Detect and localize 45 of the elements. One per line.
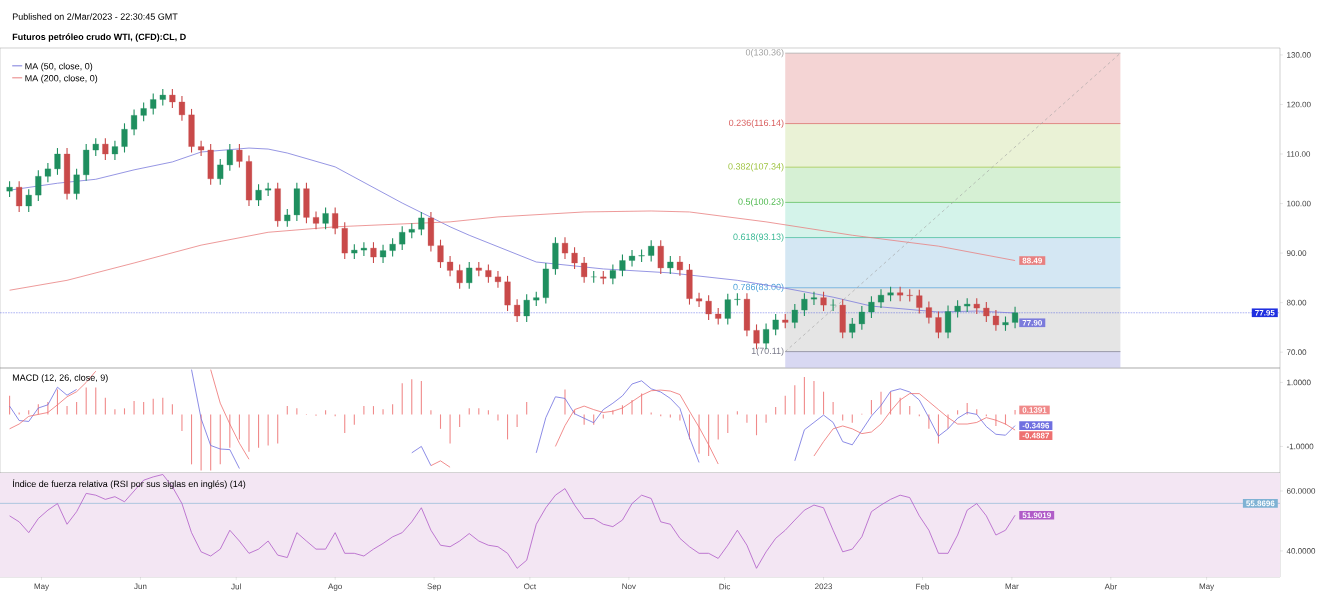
x-tick-label: Sep	[427, 583, 441, 591]
x-tick-label: Nov	[622, 583, 636, 590]
ref-line-label: 77.95	[1255, 309, 1275, 316]
x-tick-label: Dic	[719, 583, 731, 590]
ref-line-label: 0.382(107.34)	[728, 162, 784, 172]
ref-line-label: 0.618(93.13)	[733, 233, 784, 242]
annotation: -0.4887	[1022, 432, 1050, 439]
ref-line-label: 1(70.11)	[751, 347, 784, 356]
text: Published on 2/Mar/2023 - 22:30:45 GMT	[12, 13, 178, 20]
legend-label: MA (50, close, 0)	[25, 62, 93, 72]
y-tick-label: 100.00	[1287, 200, 1311, 207]
x-tick-label: Ago	[328, 583, 342, 591]
legend-label: MA (200, close, 0)	[25, 74, 98, 84]
x-tick-label: 2023	[815, 583, 833, 590]
y-tick-label: 80.00	[1286, 299, 1307, 306]
x-tick-label: Jun	[134, 583, 147, 590]
y-tick-label: 1.0000	[1287, 379, 1311, 386]
y-tick-label: 40.0000	[1286, 548, 1316, 554]
y-tick-label: 120.00	[1287, 101, 1311, 108]
y-tick-label: 110.00	[1287, 151, 1311, 157]
ref-line-label: 0.5(100.23)	[738, 198, 784, 207]
ref-line-label: 0.786(83.00)	[733, 283, 784, 292]
x-tick-label: Jul	[231, 583, 241, 590]
ref-line-label: 0.236(116.14)	[729, 119, 784, 128]
y-tick-label: 130.00	[1287, 52, 1311, 58]
text: Índice de fuerza relativa (RSI por sus siglas en inglés) (14)	[12, 479, 246, 489]
annotation: 51.9019	[1022, 512, 1051, 519]
x-tick-label: Mar	[1005, 583, 1019, 590]
x-tick-label: Oct	[524, 583, 537, 590]
annotation: 88.49	[1022, 257, 1042, 264]
ref-line-label: 0(130.36)	[745, 48, 784, 58]
x-tick-label: May	[1199, 583, 1215, 591]
x-tick-label: Feb	[916, 583, 930, 590]
chart-title: Futuros petróleo crudo WTI, (CFD):CL, D	[12, 33, 186, 42]
y-tick-label: 90.00	[1286, 250, 1307, 256]
annotation: 77.90	[1022, 319, 1042, 326]
y-tick-label: 60.0000	[1286, 488, 1316, 494]
ref-line-label: 55.8696	[1246, 500, 1275, 507]
annotation: -0.3496	[1022, 422, 1050, 429]
y-tick-label: -1.0000	[1286, 443, 1314, 450]
y-tick-label: 70.00	[1286, 349, 1307, 355]
x-tick-label: Abr	[1104, 583, 1117, 590]
annotation: 0.1391	[1022, 407, 1047, 413]
text: MACD (12, 26, close, 9)	[12, 374, 108, 383]
x-tick-label: May	[34, 583, 50, 591]
